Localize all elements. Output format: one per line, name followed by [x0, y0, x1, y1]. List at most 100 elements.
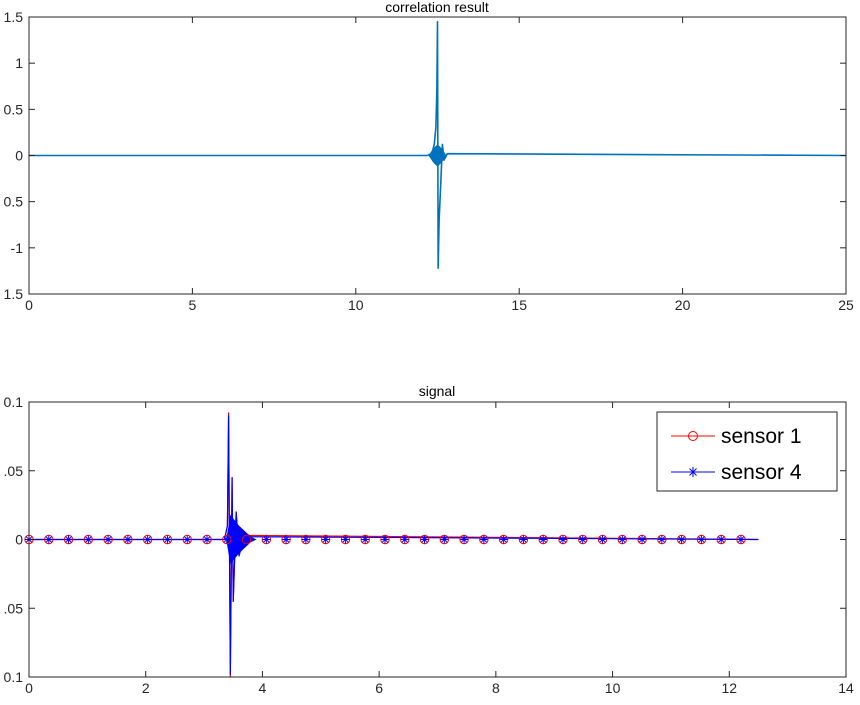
x-tick-label: 0 [25, 680, 33, 696]
x-tick-label: 12 [721, 680, 737, 696]
sensor-4-marker [657, 535, 666, 544]
sensor-4-marker [400, 535, 409, 544]
y-tick-label: 1.5 [4, 9, 24, 25]
sensor-4-marker [736, 535, 745, 544]
sensor-1-marker [222, 534, 232, 545]
correlation-ticks: 0 5 10 15 20 25 1.5 -1 0.5 0 0.5 1 1.5 [4, 9, 854, 313]
signal-chart: 0 2 4 6 8 10 12 14 0.1 .05 0 .05 0.1 signal sensor 1… [4, 383, 854, 696]
legend-box [656, 411, 838, 492]
y-tick-label: .05 [4, 463, 24, 479]
sensor-4-marker [380, 535, 389, 544]
x-tick-label: 4 [259, 680, 267, 696]
signal-title: signal [419, 383, 456, 399]
sensor-4-marker [123, 535, 132, 544]
sensor-4-marker [301, 535, 310, 544]
x-tick-label: 2 [142, 680, 150, 696]
sensor-4-marker [638, 535, 647, 544]
y-tick-label: 0.1 [4, 669, 24, 685]
signal-legend: sensor 1 sensor 4 [656, 411, 838, 492]
sensor-1-marker [202, 534, 212, 545]
x-tick-label: 10 [605, 680, 621, 696]
x-tick-label: 0 [25, 297, 33, 313]
sensor-4-marker [578, 535, 587, 544]
sensor-1-marker [142, 534, 153, 545]
sensor-1-marker [103, 534, 113, 545]
sensor-4-marker [479, 535, 488, 544]
sensor-4-marker [222, 535, 231, 544]
sensor-1-marker [340, 534, 351, 545]
sensor-1-marker [380, 534, 390, 545]
x-tick-label: 8 [492, 680, 500, 696]
sensor-1-marker [439, 534, 450, 545]
sensor-4-marker [202, 535, 211, 544]
sensor-1-marker [400, 534, 410, 545]
sensor-1-marker [558, 534, 568, 545]
correlation-burst [428, 144, 447, 167]
sensor-1-marker [578, 534, 588, 545]
x-tick-label: 10 [348, 297, 364, 313]
sensor-4-marker [499, 535, 508, 544]
legend-marker-circle [688, 431, 698, 441]
sensor-1-marker [716, 534, 726, 545]
signal-burst [226, 514, 257, 565]
y-tick-label: .05 [4, 600, 24, 616]
sensor-1-marker [498, 534, 509, 545]
sensor-1-marker [518, 534, 529, 545]
y-tick-label: 0.5 [4, 101, 24, 117]
sensor-1-marker [261, 534, 272, 545]
sensor-1-marker [63, 534, 74, 545]
sensor-4-marker [84, 535, 93, 544]
sensor-1-marker [459, 534, 469, 545]
signal-series [24, 412, 759, 678]
legend-label-sensor-1: sensor 1 [721, 425, 802, 448]
sensor-4-marker [717, 535, 726, 544]
x-tick-label: 20 [675, 297, 691, 313]
sensor-4-marker [519, 535, 528, 544]
sensor-4-marker [143, 535, 152, 544]
correlation-title: correlation result [385, 0, 489, 15]
sensor-1-marker [281, 534, 291, 545]
sensor-1-marker [320, 534, 331, 545]
correlation-chart: 0 5 10 15 20 25 1.5 -1 0.5 0 0.5 1 1.5 correlation r… [4, 0, 854, 313]
sensor-1-marker [419, 534, 430, 545]
sensor-4-marker [64, 535, 73, 544]
sensor-4-marker [598, 535, 607, 544]
sensor-4-marker [440, 535, 449, 544]
sensor-4-marker [420, 535, 429, 544]
legend-entry-sensor-1: sensor 1 [671, 425, 802, 448]
sensor-4-marker [183, 535, 192, 544]
signal-ticks: 0 2 4 6 8 10 12 14 0.1 .05 0 .05 0.1 [4, 394, 854, 696]
sensor-1-marker [637, 534, 647, 545]
sensor-4-marker [460, 535, 469, 544]
correlation-series [29, 20, 847, 269]
sensor-1-marker [241, 534, 252, 545]
y-tick-label: 1 [15, 55, 23, 71]
sensor-4-marker [163, 535, 172, 544]
sensor-1-marker [162, 534, 173, 545]
y-tick-label: 1.5 [4, 286, 24, 302]
x-tick-label: 15 [511, 297, 527, 313]
sensor-1-marker [657, 534, 667, 545]
sensor-1-marker [696, 534, 707, 545]
sensor-1-marker [301, 534, 311, 545]
sensor-1-marker [538, 534, 548, 545]
sensor-4-marker [677, 535, 686, 544]
sensor-1-marker [123, 534, 133, 545]
y-tick-label: 0.1 [4, 394, 24, 410]
y-tick-label: -1 [11, 240, 24, 256]
sensor-4-marker [321, 535, 330, 544]
sensor-4-marker [282, 535, 291, 544]
sensor-4-marker [262, 535, 271, 544]
y-tick-label: 0.5 [4, 194, 24, 210]
sensor-4-marker [341, 535, 350, 544]
y-tick-label: 0 [15, 532, 23, 548]
sensor-1-marker [182, 534, 192, 545]
y-tick-label: 0 [15, 148, 23, 164]
sensor-4-marker [361, 535, 370, 544]
sensor-4-marker [104, 535, 113, 544]
x-tick-label: 14 [838, 680, 854, 696]
sensor-1-marker [44, 534, 54, 545]
sensor-4-marker [44, 535, 53, 544]
sensor-4-marker [242, 535, 251, 544]
